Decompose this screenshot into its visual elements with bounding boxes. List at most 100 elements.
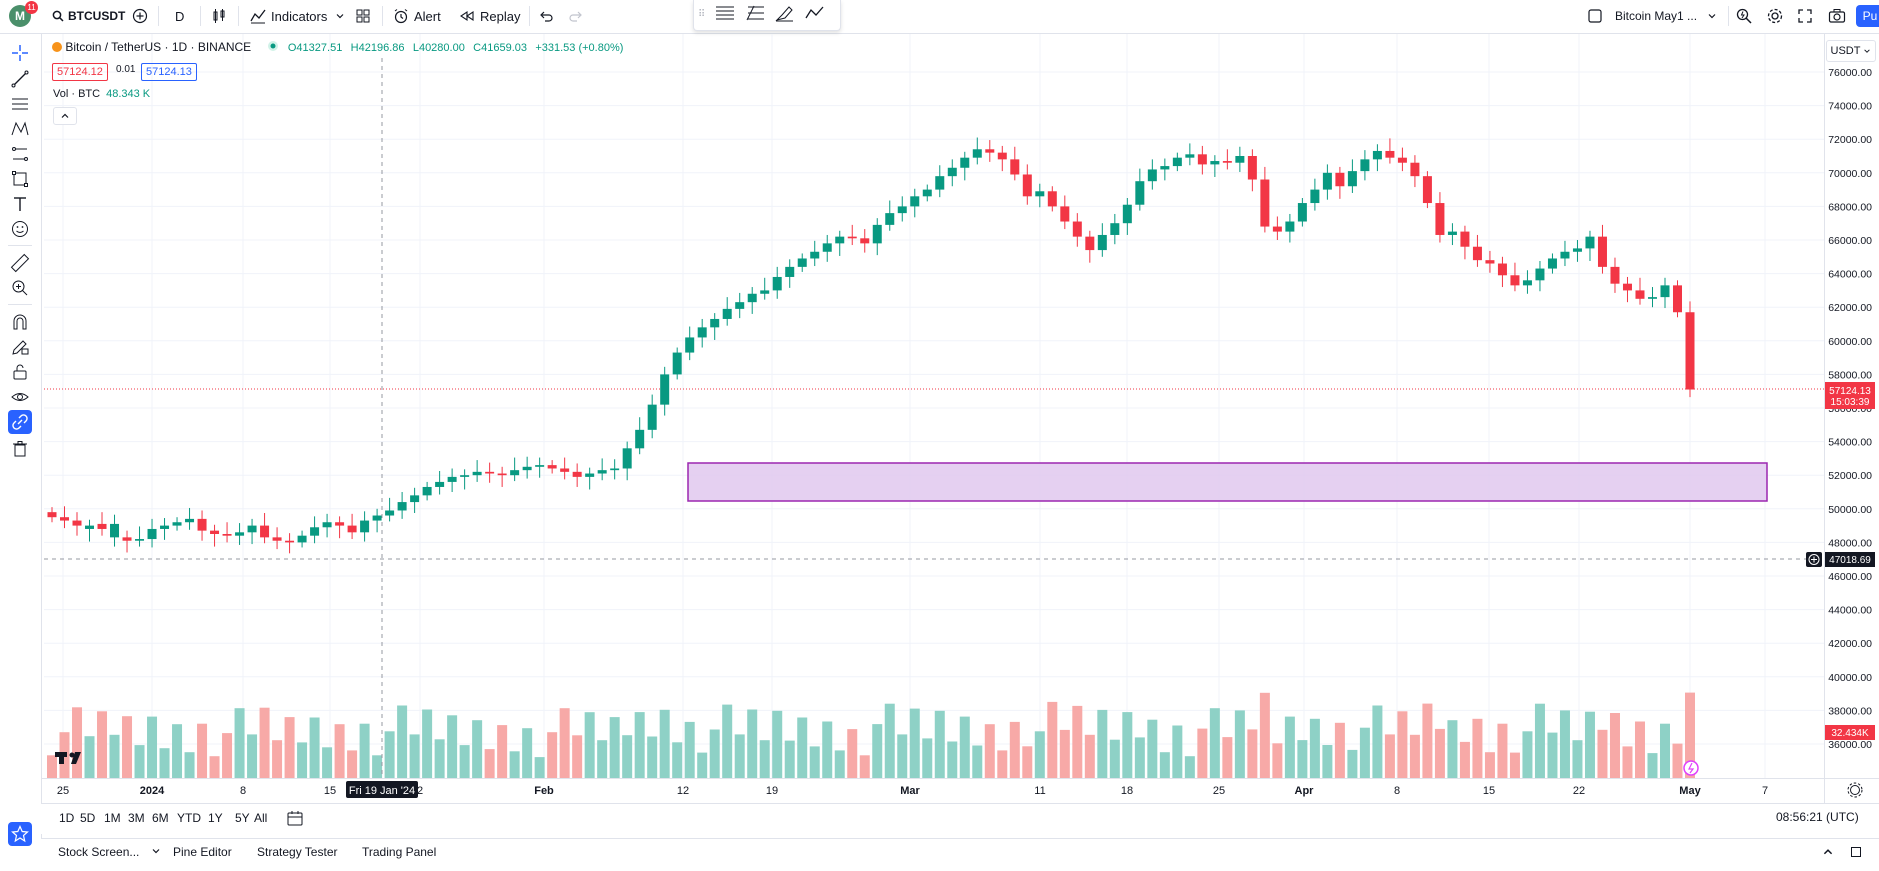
volume-bar (247, 734, 258, 778)
buy-price-button[interactable]: 57124.13 (141, 63, 197, 81)
lightning-badge-icon[interactable] (1683, 760, 1699, 776)
stay-in-drawing-mode[interactable] (8, 335, 32, 359)
star-icon (11, 825, 29, 843)
add-alert-plus-button[interactable] (1806, 552, 1822, 567)
demand-zone-rectangle[interactable] (687, 462, 1768, 502)
price-axis-label: 74000.00 (1828, 101, 1872, 113)
tab-trading-panel[interactable]: Trading Panel (362, 845, 437, 859)
volume-bar (572, 735, 583, 778)
range-button-5d[interactable]: 5D (80, 811, 96, 825)
range-button-1y[interactable]: 1Y (208, 811, 223, 825)
price-axis-label: 54000.00 (1828, 437, 1872, 449)
maximize-panel-button[interactable] (1822, 845, 1834, 863)
settings-button[interactable] (1766, 0, 1784, 32)
fib-retracement-icon (746, 5, 764, 20)
timezone-clock[interactable]: 08:56:21 (UTC) (1776, 810, 1859, 824)
snapshot-button[interactable] (1828, 0, 1846, 32)
brush-tool[interactable] (774, 3, 796, 28)
replay-button[interactable]: Replay (459, 0, 520, 32)
sync-drawings-tool[interactable] (8, 410, 32, 434)
candle-body (1197, 154, 1207, 165)
candle-body (1472, 246, 1482, 261)
crosshair-tool[interactable] (8, 41, 32, 65)
zoom-in-tool[interactable] (8, 276, 32, 300)
series-title[interactable]: Bitcoin / TetherUS · 1D · BINANCE (65, 40, 252, 54)
templates-button[interactable] (355, 0, 371, 32)
candle-body (1597, 236, 1607, 267)
measure-tool[interactable] (8, 251, 32, 275)
range-button-6m[interactable]: 6M (152, 811, 169, 825)
alert-button[interactable]: Alert (393, 0, 441, 32)
multi-line-tool[interactable] (714, 3, 736, 28)
tab-pine-editor[interactable]: Pine Editor (173, 845, 232, 859)
drag-handle[interactable]: ⠿ (698, 9, 706, 20)
volume-bar (359, 723, 370, 778)
chart-type-button[interactable] (211, 0, 227, 32)
fib-tool[interactable] (744, 3, 766, 28)
tab-strategy-tester[interactable]: Strategy Tester (257, 845, 338, 859)
volume-bar (1547, 732, 1558, 778)
volume-bar (784, 740, 795, 778)
price-axis[interactable]: 76000.00 74000.00 72000.00 70000.00 68000.00… (1828, 67, 1872, 751)
currency-selector[interactable]: USDT (1826, 40, 1876, 62)
candle-body (147, 528, 157, 540)
time-axis[interactable]: 25 2024 8 15 2 Feb 12 19 Mar 11 18 25 Apr 8 15 22 May 7 (57, 785, 1768, 797)
candle-body (1247, 156, 1257, 180)
range-button-ytd[interactable]: YTD (177, 811, 201, 825)
volume-bar (834, 750, 845, 778)
range-button-5y[interactable]: 5Y (235, 811, 250, 825)
path-tool[interactable] (804, 3, 826, 28)
lock-drawings-tool[interactable] (8, 360, 32, 384)
range-button-1d[interactable]: 1D (59, 811, 75, 825)
indicators-button[interactable]: Indicators (250, 0, 327, 32)
volume-bar (559, 708, 570, 778)
candle-body (247, 525, 257, 533)
quick-search-button[interactable] (1735, 0, 1753, 32)
remove-drawings-tool[interactable] (8, 437, 32, 461)
price-axis-label: 44000.00 (1828, 605, 1872, 617)
redo-button[interactable] (568, 0, 584, 32)
candle-body (1585, 236, 1595, 249)
expand-panel-button[interactable] (1850, 845, 1862, 863)
symbol-search-button[interactable]: BTCUSDT (52, 0, 125, 32)
hide-drawings-tool[interactable] (8, 385, 32, 409)
candle-body (522, 466, 532, 471)
fullscreen-button[interactable] (1797, 0, 1813, 32)
text-tool[interactable] (8, 192, 32, 216)
time-axis-label: 18 (1121, 785, 1133, 797)
forecasting-tools[interactable] (8, 142, 32, 166)
icons-tool[interactable] (8, 217, 32, 241)
time-axis-settings-icon[interactable] (1847, 782, 1863, 798)
time-axis-label: Feb (534, 785, 554, 797)
volume-bar (1009, 721, 1020, 778)
pattern-tools[interactable] (8, 117, 32, 141)
volume-bar (384, 731, 395, 778)
indicators-dropdown[interactable] (335, 0, 345, 32)
candle-body (610, 468, 620, 471)
candle-body (1685, 312, 1695, 390)
trend-line-tool[interactable] (8, 67, 32, 91)
layout-selector[interactable]: Bitcoin May1 ... (1587, 0, 1717, 32)
range-button-3m[interactable]: 3M (128, 811, 145, 825)
volume-bar (547, 732, 558, 778)
fib-tools[interactable] (8, 92, 32, 116)
range-button-1m[interactable]: 1M (104, 811, 121, 825)
undo-button[interactable] (538, 0, 554, 32)
go-to-date-button[interactable] (286, 809, 304, 827)
volume-bar (1222, 737, 1233, 778)
publish-button[interactable]: Pu (1856, 5, 1879, 27)
favorites-star-button[interactable] (8, 822, 32, 846)
geometric-shapes-tool[interactable] (8, 167, 32, 191)
collapse-legend-button[interactable] (53, 107, 77, 125)
candle-body (497, 473, 507, 476)
current-price-label: 57124.13 (1829, 386, 1871, 397)
tab-stock-screener[interactable]: Stock Screen... (58, 845, 161, 859)
interval-button[interactable]: D (175, 8, 185, 24)
compare-symbol-button[interactable] (132, 0, 148, 32)
range-button-all[interactable]: All (254, 811, 268, 825)
candle-body (547, 465, 557, 469)
volume-bar (1472, 718, 1483, 778)
magnet-tool[interactable] (8, 310, 32, 334)
sell-price-button[interactable]: 57124.12 (52, 63, 108, 81)
